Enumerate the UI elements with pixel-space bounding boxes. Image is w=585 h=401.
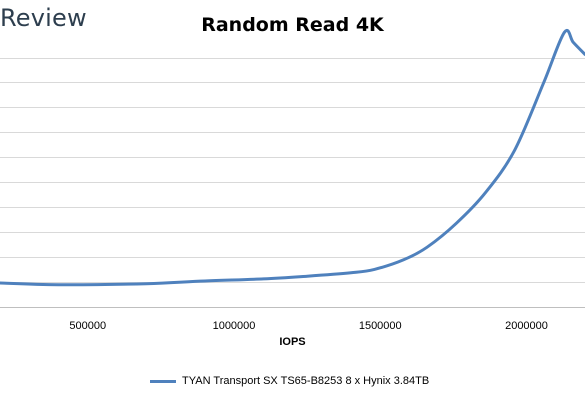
x-tick-label: 500000 [69,320,106,332]
site-logo-text: Review [0,4,87,32]
x-tick-label: 2000000 [505,320,548,332]
legend: TYAN Transport SX TS65-B8253 8 x Hynix 3… [150,374,429,388]
chart-title: Random Read 4K [201,14,384,36]
gridlines [0,58,585,308]
x-axis-label: IOPS [279,336,306,348]
x-tick-labels: 500000 1000000 1500000 2000000 [69,320,548,332]
x-tick-label: 1500000 [359,320,402,332]
x-tick-label: 1000000 [213,320,256,332]
series-lines [0,28,585,287]
legend-swatch [150,379,176,383]
legend-label: TYAN Transport SX TS65-B8253 8 x Hynix 3… [182,375,430,387]
series-line [0,28,585,287]
